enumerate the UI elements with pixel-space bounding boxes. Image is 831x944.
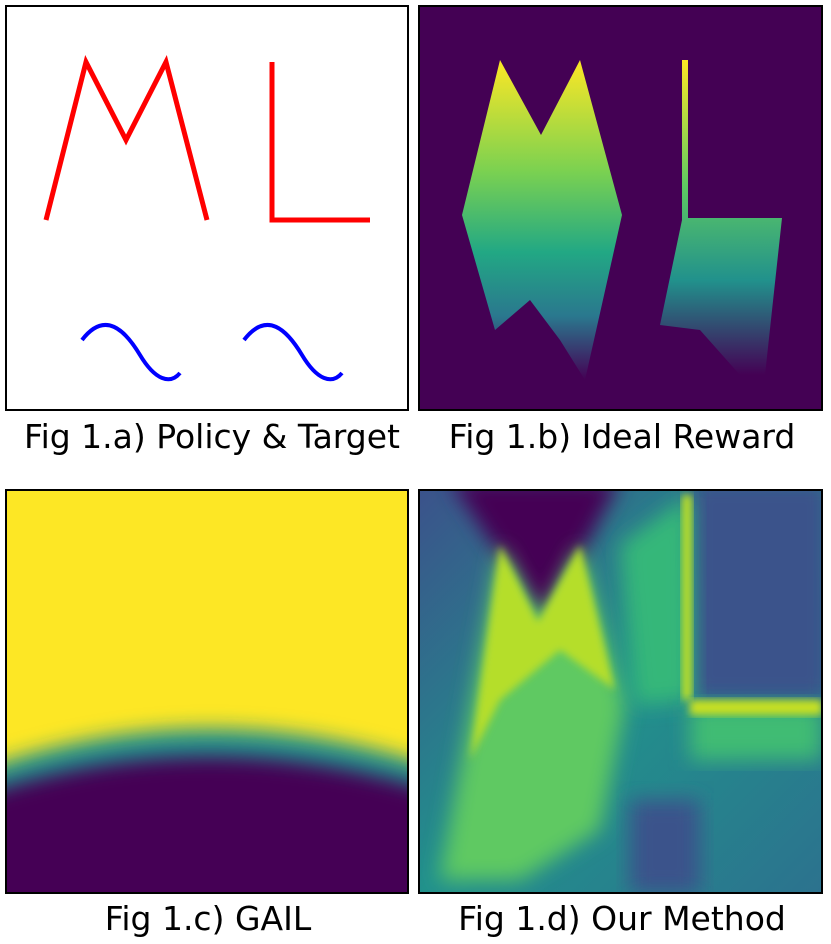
panel-d <box>418 489 823 894</box>
caption: Fig 1.c) GAIL <box>105 899 312 938</box>
panel-a <box>5 5 409 411</box>
panel-c <box>5 489 409 894</box>
caption: Fig 1.a) Policy & Target <box>24 417 400 456</box>
caption: Fig 1.d) Our Method <box>458 899 786 938</box>
caption: Fig 1.b) Ideal Reward <box>449 417 796 456</box>
panel-b <box>418 5 823 411</box>
